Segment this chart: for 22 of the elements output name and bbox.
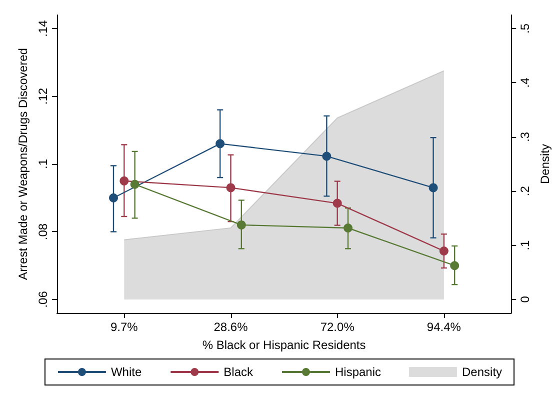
x-tick-label: 28.6% bbox=[214, 320, 248, 334]
y2-tick-label: .4 bbox=[518, 77, 532, 88]
y2-axis-title: Density bbox=[538, 144, 552, 184]
x-tick-label: 72.0% bbox=[320, 320, 355, 334]
y2-tick-label: .2 bbox=[518, 186, 532, 196]
legend-label: White bbox=[110, 365, 142, 379]
y-tick-label: .14 bbox=[36, 20, 50, 37]
y-tick-label: .1 bbox=[36, 158, 50, 170]
legend-label: Black bbox=[224, 365, 254, 379]
y-tick-label: .08 bbox=[36, 223, 50, 240]
y2-tick-label: 0 bbox=[518, 296, 532, 303]
y-tick-label: .06 bbox=[36, 290, 50, 308]
x-axis-title: % Black or Hispanic Residents bbox=[202, 338, 366, 352]
legend-label: Hispanic bbox=[334, 365, 382, 379]
x-tick-label: 94.4% bbox=[426, 320, 462, 334]
y-axis-title: Arrest Made or Weapons/Drugs Discovered bbox=[16, 48, 30, 280]
legend-label: Density bbox=[462, 365, 502, 379]
x-tick-label: 9.7% bbox=[110, 320, 138, 334]
y2-tick-label: .3 bbox=[518, 132, 532, 142]
y2-tick-label: .5 bbox=[518, 23, 532, 34]
y2-tick-label: .1 bbox=[518, 240, 532, 250]
y-tick-label: .12 bbox=[36, 88, 50, 105]
